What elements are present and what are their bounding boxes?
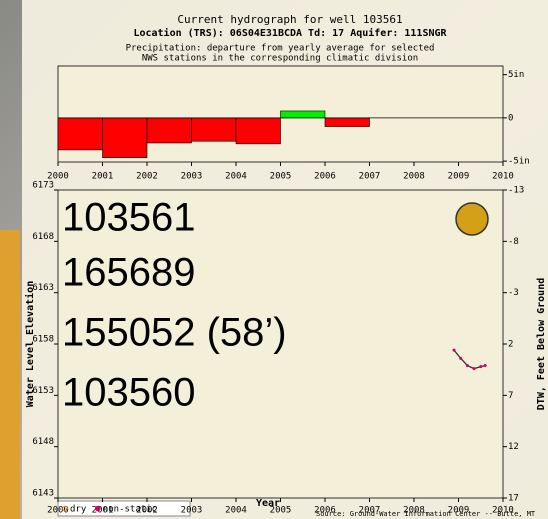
chart-subtitle: Location (TRS): 06S04E31BCDA Td: 17 Aqui…	[133, 27, 447, 39]
annotation: 165689	[62, 251, 195, 295]
annotation: 103561	[62, 196, 195, 240]
point	[466, 364, 469, 367]
x-tick-label: 2004	[225, 506, 247, 516]
y2-tick-label: -8	[508, 237, 519, 247]
x-tick-label: 2006	[314, 506, 336, 516]
bar	[192, 118, 237, 141]
y-tick-label: 5in	[508, 70, 524, 80]
bar	[281, 111, 326, 118]
y-tick-label: 6173	[32, 181, 54, 191]
legend-swatch	[96, 506, 101, 511]
y2-tick-label: -13	[508, 186, 524, 196]
y2-tick-label: 12	[508, 442, 519, 452]
point	[459, 357, 462, 360]
y-tick-label: 6148	[32, 437, 54, 447]
bar	[147, 118, 192, 143]
marker-icon	[456, 203, 488, 235]
y-tick-label: 6143	[32, 489, 54, 499]
legend-label: dry	[70, 505, 87, 515]
y2-axis-label: DTW, Feet Below Ground	[536, 278, 547, 410]
x-tick-label: 2003	[181, 506, 203, 516]
x-tick-label: 2010	[492, 172, 514, 182]
x-tick-label: 2006	[314, 172, 336, 182]
y2-tick-label: 2	[508, 340, 513, 350]
bar	[58, 118, 103, 150]
x-tick-label: 2002	[136, 172, 158, 182]
y-tick-label: 6153	[32, 386, 54, 396]
bar	[325, 118, 370, 127]
x-tick-label: 2004	[225, 172, 247, 182]
point	[479, 365, 482, 368]
chart-title: Current hydrograph for well 103561	[177, 13, 402, 26]
y-tick-label: 6163	[32, 283, 54, 293]
x-tick-label: 2009	[448, 172, 470, 182]
bar	[236, 118, 281, 144]
x-tick-label: 2001	[92, 172, 114, 182]
caption: Precipitation: departure from yearly ave…	[126, 44, 435, 54]
x-tick-label: 2008	[403, 506, 425, 516]
y-tick-label: 0	[508, 113, 513, 123]
y-tick-label: -5in	[508, 157, 530, 167]
x-tick-label: 2009	[448, 506, 470, 516]
x-tick-label: 2008	[403, 172, 425, 182]
y2-tick-label: 17	[508, 494, 519, 504]
x-tick-label: 2007	[359, 506, 381, 516]
x-tick-label: 2005	[270, 506, 292, 516]
x-tick-label: 2010	[492, 506, 514, 516]
annotation: 155052 (58’)	[62, 311, 287, 355]
y-tick-label: 6168	[32, 232, 54, 242]
point	[473, 367, 476, 370]
point	[453, 349, 456, 352]
y2-tick-label: -3	[508, 288, 519, 298]
y2-tick-label: 7	[508, 391, 513, 401]
side-strip	[0, 230, 20, 519]
annotation: 103560	[62, 371, 195, 415]
bar	[103, 118, 148, 158]
caption: NWS stations in the corresponding climat…	[142, 54, 418, 64]
x-tick-label: 2007	[359, 172, 381, 182]
legend-label: non-static	[103, 505, 157, 515]
x-tick-label: 2005	[270, 172, 292, 182]
point	[484, 364, 487, 367]
chart: Current hydrograph for well 103561 Locat…	[0, 0, 548, 519]
page: {"chart_data": [ {"type": "bar", "title"…	[0, 0, 548, 519]
x-tick-label: 2003	[181, 172, 203, 182]
y-tick-label: 6158	[32, 335, 54, 345]
